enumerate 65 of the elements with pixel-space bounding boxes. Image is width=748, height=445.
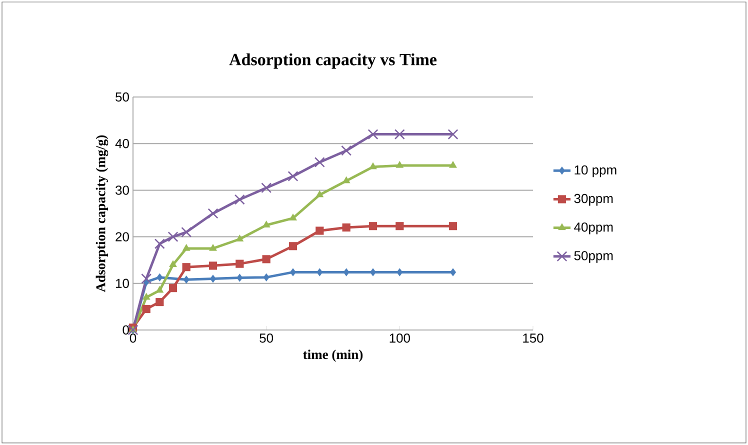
point — [448, 222, 458, 230]
point — [156, 273, 163, 282]
point — [236, 234, 244, 242]
point — [156, 286, 164, 293]
point — [448, 129, 458, 140]
legend-label: 30ppm — [574, 194, 613, 206]
point — [369, 162, 377, 170]
point — [314, 156, 325, 168]
point — [289, 214, 297, 220]
point — [263, 273, 270, 282]
chart-title: Adsorption capacity vs Time — [229, 53, 437, 69]
point — [236, 274, 243, 282]
y-tick-label: 40 — [115, 138, 129, 148]
point — [262, 255, 270, 264]
point — [156, 298, 164, 306]
y-tick-label: 0 — [122, 325, 129, 335]
point — [208, 208, 218, 219]
point — [169, 260, 177, 268]
point — [236, 260, 244, 268]
y-tick-label: 10 — [116, 278, 129, 288]
point — [141, 273, 152, 284]
point — [183, 276, 190, 284]
point — [210, 274, 216, 283]
legend-label: 50ppm — [574, 251, 613, 263]
point — [368, 129, 378, 140]
legend-label: 10 ppm — [574, 165, 616, 178]
point — [182, 244, 190, 251]
point — [449, 160, 457, 168]
legend-label: 40ppm — [574, 222, 613, 234]
point — [342, 223, 350, 232]
point — [396, 268, 403, 276]
point — [261, 182, 272, 194]
point — [450, 268, 456, 276]
point — [208, 262, 218, 270]
point — [394, 129, 405, 140]
point — [181, 226, 192, 238]
x-tick-label: 50 — [260, 334, 274, 343]
x-tick-label: 150 — [523, 334, 544, 343]
point — [368, 222, 378, 230]
point — [182, 263, 190, 272]
point — [396, 160, 404, 168]
y-tick-label: 20 — [116, 232, 129, 242]
point — [370, 268, 376, 276]
y-tick-label: 30 — [116, 186, 129, 195]
point — [142, 304, 150, 314]
point — [316, 226, 324, 235]
point — [142, 292, 150, 300]
point — [234, 194, 245, 205]
point — [316, 268, 323, 276]
point — [288, 242, 298, 250]
x-tick-label: 100 — [390, 334, 410, 343]
y-axis-title: Adsorption capacity (mg/g) — [96, 135, 108, 292]
point — [209, 244, 217, 251]
point — [343, 268, 350, 276]
point — [341, 145, 352, 156]
point — [396, 222, 404, 230]
point — [290, 268, 296, 276]
point — [154, 238, 165, 250]
x-tick-label: 0 — [130, 334, 136, 343]
point — [316, 190, 324, 198]
point — [288, 170, 298, 182]
point — [168, 232, 178, 242]
x-axis-title: time (min) — [303, 350, 363, 362]
point — [168, 284, 178, 292]
y-tick-label: 50 — [116, 92, 129, 102]
